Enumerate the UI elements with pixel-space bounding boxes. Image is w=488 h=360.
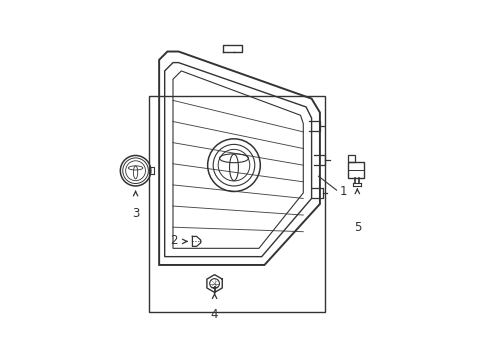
Text: 1: 1 (339, 185, 346, 198)
Text: 2: 2 (170, 234, 177, 247)
Bar (149, 96, 325, 312)
Text: 5: 5 (353, 221, 360, 234)
Text: 3: 3 (132, 207, 139, 220)
Text: 4: 4 (210, 308, 218, 321)
Bar (348, 162, 363, 177)
Bar (348, 156, 355, 162)
